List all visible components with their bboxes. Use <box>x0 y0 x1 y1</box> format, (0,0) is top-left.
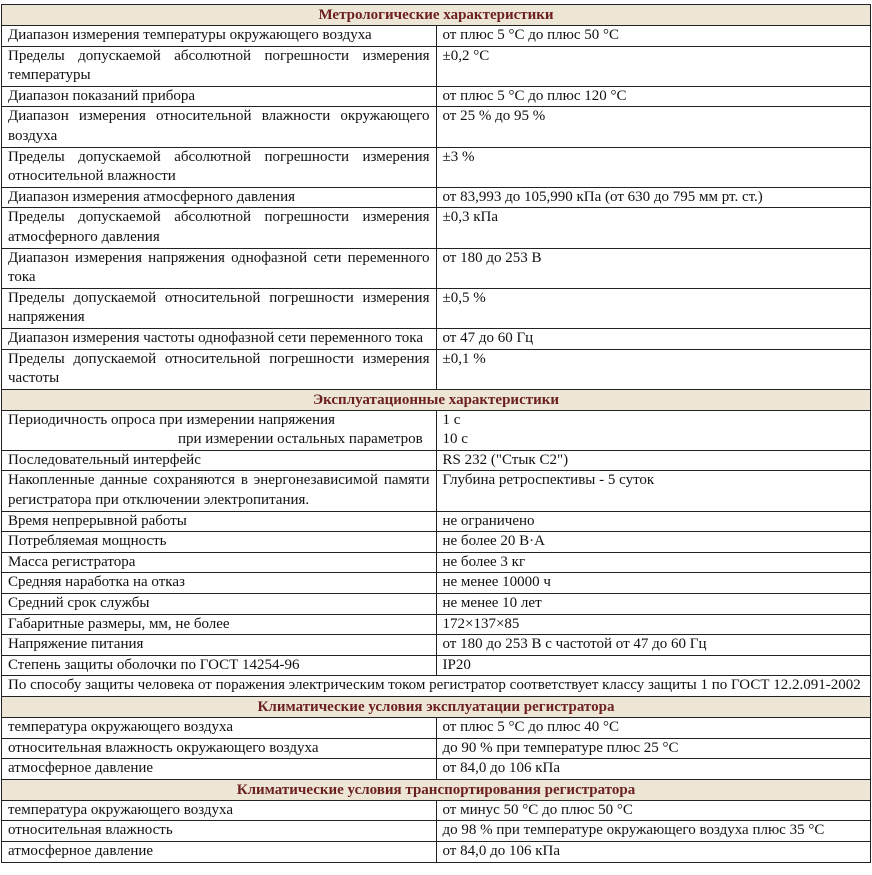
value-cell: Глубина ретроспективы - 5 суток <box>435 470 871 512</box>
value-cell: ±0,2 °C <box>435 45 871 87</box>
value-cell: от 83,993 до 105,990 кПа (от 630 до 795 … <box>435 186 871 209</box>
parameter-cell: относительная влажность окружающего возд… <box>1 737 437 760</box>
value-cell: IP20 <box>435 654 871 677</box>
value-cell: ±0,5 % <box>435 287 871 329</box>
table-row: Пределы допускаемой относительной погреш… <box>1 348 871 390</box>
parameter-cell: Накопленные данные сохраняются в энергон… <box>1 470 437 512</box>
value-cell: ±0,1 % <box>435 348 871 390</box>
value-cell: до 90 % при температуре плюс 25 °C <box>435 737 871 760</box>
section-title: Климатические условия транспортирования … <box>1 778 871 801</box>
polling-label-1: Периодичность опроса при измерении напря… <box>8 411 336 428</box>
value-cell: ±3 % <box>435 146 871 188</box>
value-cell: от плюс 5 °C до плюс 50 °C <box>435 25 871 47</box>
value-cell: 172×137×85 <box>435 613 871 636</box>
table-row: относительная влажность до 98 % при темпе… <box>1 820 871 842</box>
table-row: атмосферное давление от 84,0 до 106 кПа <box>1 840 871 863</box>
parameter-cell: Средний срок службы <box>1 593 437 615</box>
parameter-cell: относительная влажность <box>1 820 437 842</box>
table-row: температура окружающего воздуха от плюс 5… <box>1 717 871 739</box>
table-row: Накопленные данные сохраняются в энергон… <box>1 470 871 512</box>
section-header: Климатические условия эксплуатации регис… <box>1 696 871 718</box>
table-row: Периодичность опроса при измерении напря… <box>1 409 871 451</box>
table-row: Последовательный интерфейс RS 232 ("Стык … <box>1 449 871 472</box>
value-cell: 1 с 10 с <box>435 409 871 451</box>
table-row: Пределы допускаемой абсолютной погрешнос… <box>1 45 871 87</box>
parameter-cell: Пределы допускаемой относительной погреш… <box>1 287 437 329</box>
parameter-cell: Масса регистратора <box>1 551 437 574</box>
table-row: Диапазон измерения температуры окружающе… <box>1 25 871 47</box>
parameter-cell: Степень защиты оболочки по ГОСТ 14254-96 <box>1 654 437 677</box>
section-title: Эксплуатационные характеристики <box>1 388 871 411</box>
value-cell: не более 20 В·А <box>435 531 871 553</box>
table-row: температура окружающего воздуха от минус … <box>1 799 871 822</box>
parameter-cell: температура окружающего воздуха <box>1 717 437 739</box>
value-cell: не менее 10 лет <box>435 593 871 615</box>
section-title: Климатические условия эксплуатации регис… <box>1 696 871 718</box>
table-row: Диапазон измерения относительной влажнос… <box>1 106 871 148</box>
parameter-cell: атмосферное давление <box>1 758 437 780</box>
section-title: Метрологические характеристики <box>1 4 871 26</box>
table-row: Диапазон измерения частоты однофазной се… <box>1 327 871 350</box>
section-header: Эксплуатационные характеристики <box>1 388 871 411</box>
value-cell: ±0,3 кПа <box>435 207 871 249</box>
value-cell: от 84,0 до 106 кПа <box>435 758 871 780</box>
value-cell: от плюс 5 °C до плюс 120 °C <box>435 85 871 108</box>
table-row: Время непрерывной работы не ограничено <box>1 510 871 533</box>
parameter-cell: температура окружающего воздуха <box>1 799 437 822</box>
table-row: Пределы допускаемой абсолютной погрешнос… <box>1 207 871 249</box>
value-cell: от 84,0 до 106 кПа <box>435 840 871 863</box>
specifications-table: Метрологические характеристики Диапазон и… <box>1 4 871 863</box>
table-row: относительная влажность окружающего возд… <box>1 737 871 760</box>
parameter-cell: Пределы допускаемой абсолютной погрешнос… <box>1 207 437 249</box>
table-row: Пределы допускаемой относительной погреш… <box>1 287 871 329</box>
table-row: Средний срок службы не менее 10 лет <box>1 593 871 615</box>
table-row: Диапазон измерения атмосферного давления… <box>1 186 871 209</box>
table-row: Диапазон показаний прибора от плюс 5 °C д… <box>1 85 871 108</box>
value-cell: не ограничено <box>435 510 871 533</box>
value-cell: от плюс 5 °C до плюс 40 °C <box>435 717 871 739</box>
parameter-cell: Габаритные размеры, мм, не более <box>1 613 437 636</box>
value-cell: от минус 50 °C до плюс 50 °C <box>435 799 871 822</box>
value-cell: от 25 % до 95 % <box>435 106 871 148</box>
parameter-cell: Диапазон измерения частоты однофазной се… <box>1 327 437 350</box>
table-row: атмосферное давление от 84,0 до 106 кПа <box>1 758 871 780</box>
polling-value-2: 10 с <box>442 431 468 448</box>
section-header: Метрологические характеристики <box>1 4 871 26</box>
value-cell: не более 3 кг <box>435 551 871 574</box>
parameter-cell: Диапазон измерения напряжения однофазной… <box>1 247 437 289</box>
parameter-cell: Время непрерывной работы <box>1 510 437 533</box>
table-row: Габаритные размеры, мм, не более 172×137×… <box>1 613 871 636</box>
parameter-cell: Средняя наработка на отказ <box>1 572 437 595</box>
table-row: Потребляемая мощность не более 20 В·А <box>1 531 871 553</box>
table-row: Степень защиты оболочки по ГОСТ 14254-96… <box>1 654 871 677</box>
table-row: Средняя наработка на отказ не менее 10000… <box>1 572 871 595</box>
polling-label-2: при измерении остальных параметров <box>178 431 423 448</box>
parameter-cell: Потребляемая мощность <box>1 531 437 553</box>
table-row: Пределы допускаемой абсолютной погрешнос… <box>1 146 871 188</box>
value-cell: до 98 % при температуре окружающего возд… <box>435 820 871 842</box>
polling-value-1: 1 с <box>442 411 461 428</box>
parameter-cell: Напряжение питания <box>1 634 437 656</box>
parameter-cell: Диапазон измерения относительной влажнос… <box>1 106 437 148</box>
value-cell: не менее 10000 ч <box>435 572 871 595</box>
value-cell: RS 232 ("Стык С2") <box>435 449 871 472</box>
value-cell: от 47 до 60 Гц <box>435 327 871 350</box>
parameter-cell: Диапазон показаний прибора <box>1 85 437 108</box>
parameter-cell: Последовательный интерфейс <box>1 449 437 472</box>
parameter-cell: Пределы допускаемой абсолютной погрешнос… <box>1 146 437 188</box>
parameter-cell: Диапазон измерения температуры окружающе… <box>1 25 437 47</box>
note-cell: По способу защиты человека от поражения … <box>1 675 871 697</box>
parameter-cell: Пределы допускаемой абсолютной погрешнос… <box>1 45 437 87</box>
table-row: Масса регистратора не более 3 кг <box>1 551 871 574</box>
table-row: По способу защиты человека от поражения … <box>1 675 871 697</box>
value-cell: от 180 до 253 В с частотой от 47 до 60 Г… <box>435 634 871 656</box>
section-header: Климатические условия транспортирования … <box>1 778 871 801</box>
parameter-cell: Пределы допускаемой относительной погреш… <box>1 348 437 390</box>
parameter-cell: Диапазон измерения атмосферного давления <box>1 186 437 209</box>
parameter-cell: Периодичность опроса при измерении напря… <box>1 409 437 451</box>
value-cell: от 180 до 253 В <box>435 247 871 289</box>
parameter-cell: атмосферное давление <box>1 840 437 863</box>
table-row: Диапазон измерения напряжения однофазной… <box>1 247 871 289</box>
table-row: Напряжение питания от 180 до 253 В с част… <box>1 634 871 656</box>
